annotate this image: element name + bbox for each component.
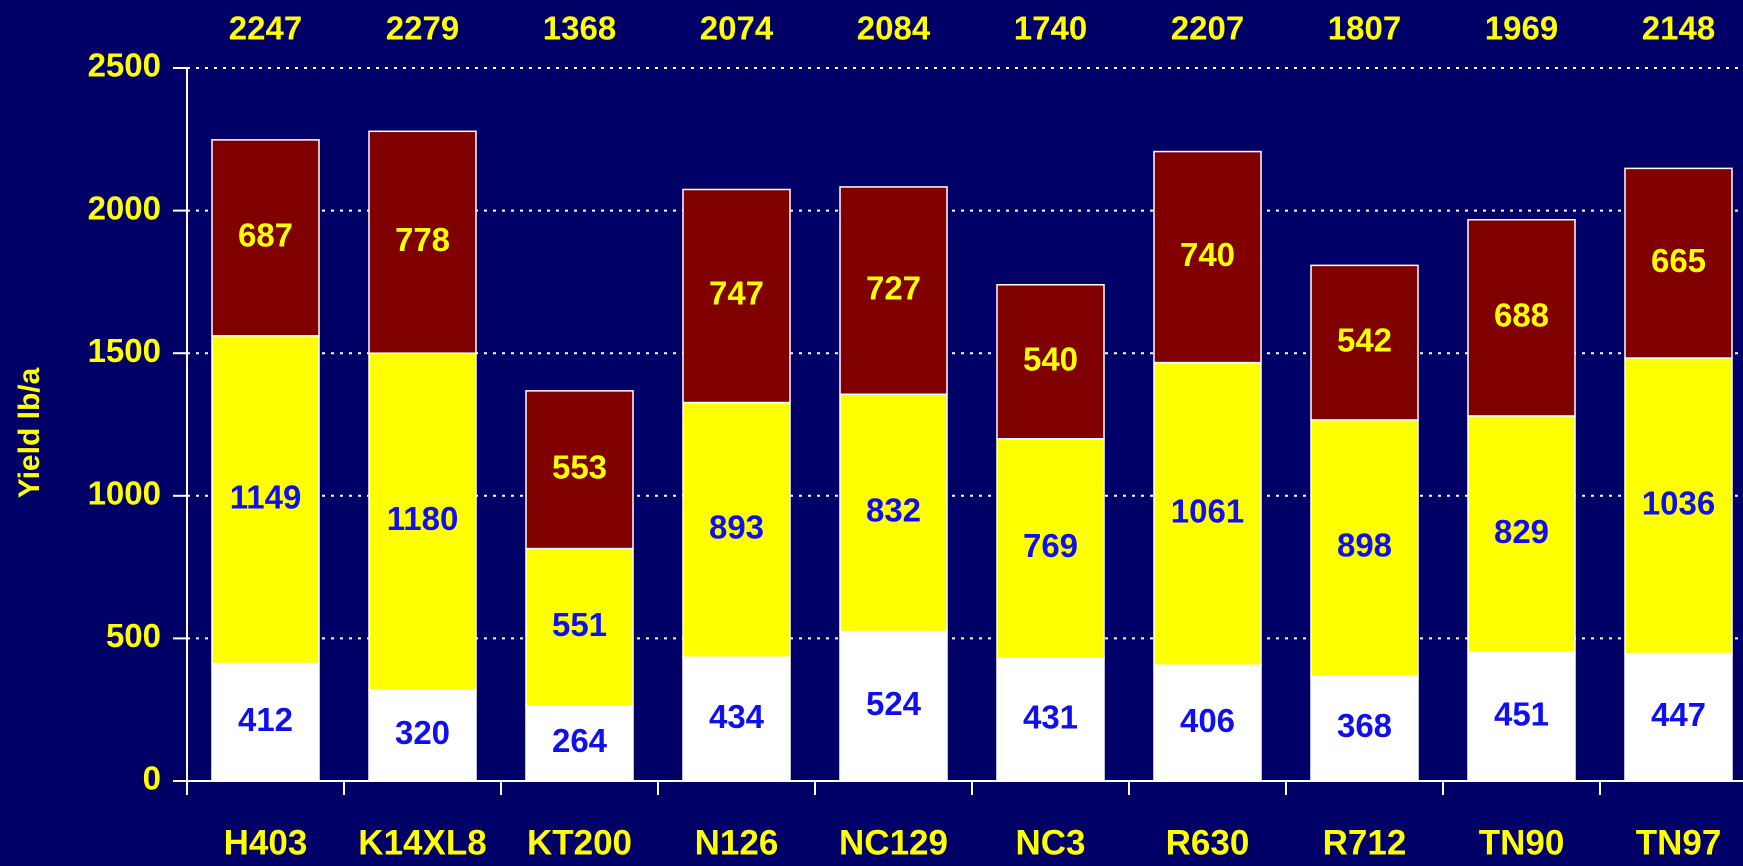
total-label: 1740 [1014,10,1087,47]
data-label: 740 [1180,236,1235,273]
data-label: 540 [1023,340,1078,377]
bar-segment [525,390,634,550]
x-tick-label: NC3 [1015,823,1085,862]
bar-segment [682,188,791,404]
data-label: 1180 [387,500,459,537]
total-label: 2279 [386,10,459,47]
bar-segment [1467,651,1576,782]
x-tick-label: KT200 [527,823,632,862]
total-label: 1969 [1485,10,1558,47]
y-tick-label: 1000 [88,475,161,512]
bar-segment [1624,357,1733,655]
bar-segment [1624,167,1733,359]
bar-segment [682,656,791,782]
data-label: 1149 [230,478,302,515]
data-label: 688 [1494,297,1549,334]
bar-segment [996,284,1105,440]
y-tick-label: 1500 [88,332,161,369]
bar-segment [368,352,477,691]
bar-segment [368,130,477,354]
bar-segment [1624,652,1733,782]
data-label: 1036 [1642,485,1715,522]
y-tick-label: 500 [106,617,161,654]
data-label: 687 [238,217,293,254]
data-label: 829 [1494,513,1549,550]
data-label: 320 [395,714,450,751]
data-label: 832 [866,492,921,529]
bar-segment [839,393,948,633]
x-tick-label: NC129 [839,823,948,862]
data-label: 434 [709,698,765,735]
y-tick-label: 2500 [88,47,161,84]
bar-segment [368,688,477,782]
bar-segment [1153,664,1262,782]
total-label: 1368 [543,10,616,47]
y-tick-label: 2000 [88,189,161,226]
x-tick-label: R630 [1166,823,1250,862]
data-label: 406 [1180,702,1235,739]
data-label: 447 [1651,696,1706,733]
total-label: 2084 [857,10,931,47]
data-label: 769 [1023,527,1078,564]
bar-segment [1310,264,1419,421]
x-tick-label: H403 [224,823,308,862]
bar-segment [996,438,1105,659]
data-label: 524 [866,685,922,722]
bar-segment [839,630,948,782]
x-tick-label: K14XL8 [358,823,486,862]
total-label: 2247 [229,10,302,47]
bar-segment [1310,419,1419,677]
data-label: 747 [709,275,764,312]
bar-segment [211,335,320,665]
x-tick-label: R712 [1323,823,1407,862]
x-tick-label: TN90 [1479,823,1565,862]
data-label: 264 [552,722,608,759]
total-label: 2207 [1171,10,1244,47]
data-label: 431 [1023,698,1078,735]
data-label: 898 [1337,527,1392,564]
total-label: 2148 [1642,10,1715,47]
bar-segment [211,662,320,782]
bar-segment [1467,218,1576,417]
data-label: 542 [1337,321,1392,358]
y-tick-label: 0 [143,760,161,797]
total-label: 1807 [1328,10,1401,47]
data-label: 893 [709,509,764,546]
data-label: 368 [1337,707,1392,744]
data-label: 778 [395,221,450,258]
data-label: 553 [552,448,607,485]
x-tick-label: N126 [695,823,779,862]
data-label: 727 [866,269,921,306]
data-label: 451 [1494,695,1549,732]
bar-segment [1153,361,1262,666]
bar-segment [839,186,948,396]
data-label: 1061 [1171,493,1244,530]
data-label: 551 [552,606,607,643]
bar-segment [682,401,791,658]
x-tick-label: TN97 [1636,823,1722,862]
bar-segment [211,139,320,337]
bar-segment [1467,415,1576,654]
data-label: 412 [238,701,293,738]
bar-segment [1153,150,1262,364]
data-label: 665 [1651,242,1706,279]
y-axis-label: Yield lb/a [13,367,46,498]
bar-segment [525,704,634,782]
total-label: 2074 [700,10,774,47]
